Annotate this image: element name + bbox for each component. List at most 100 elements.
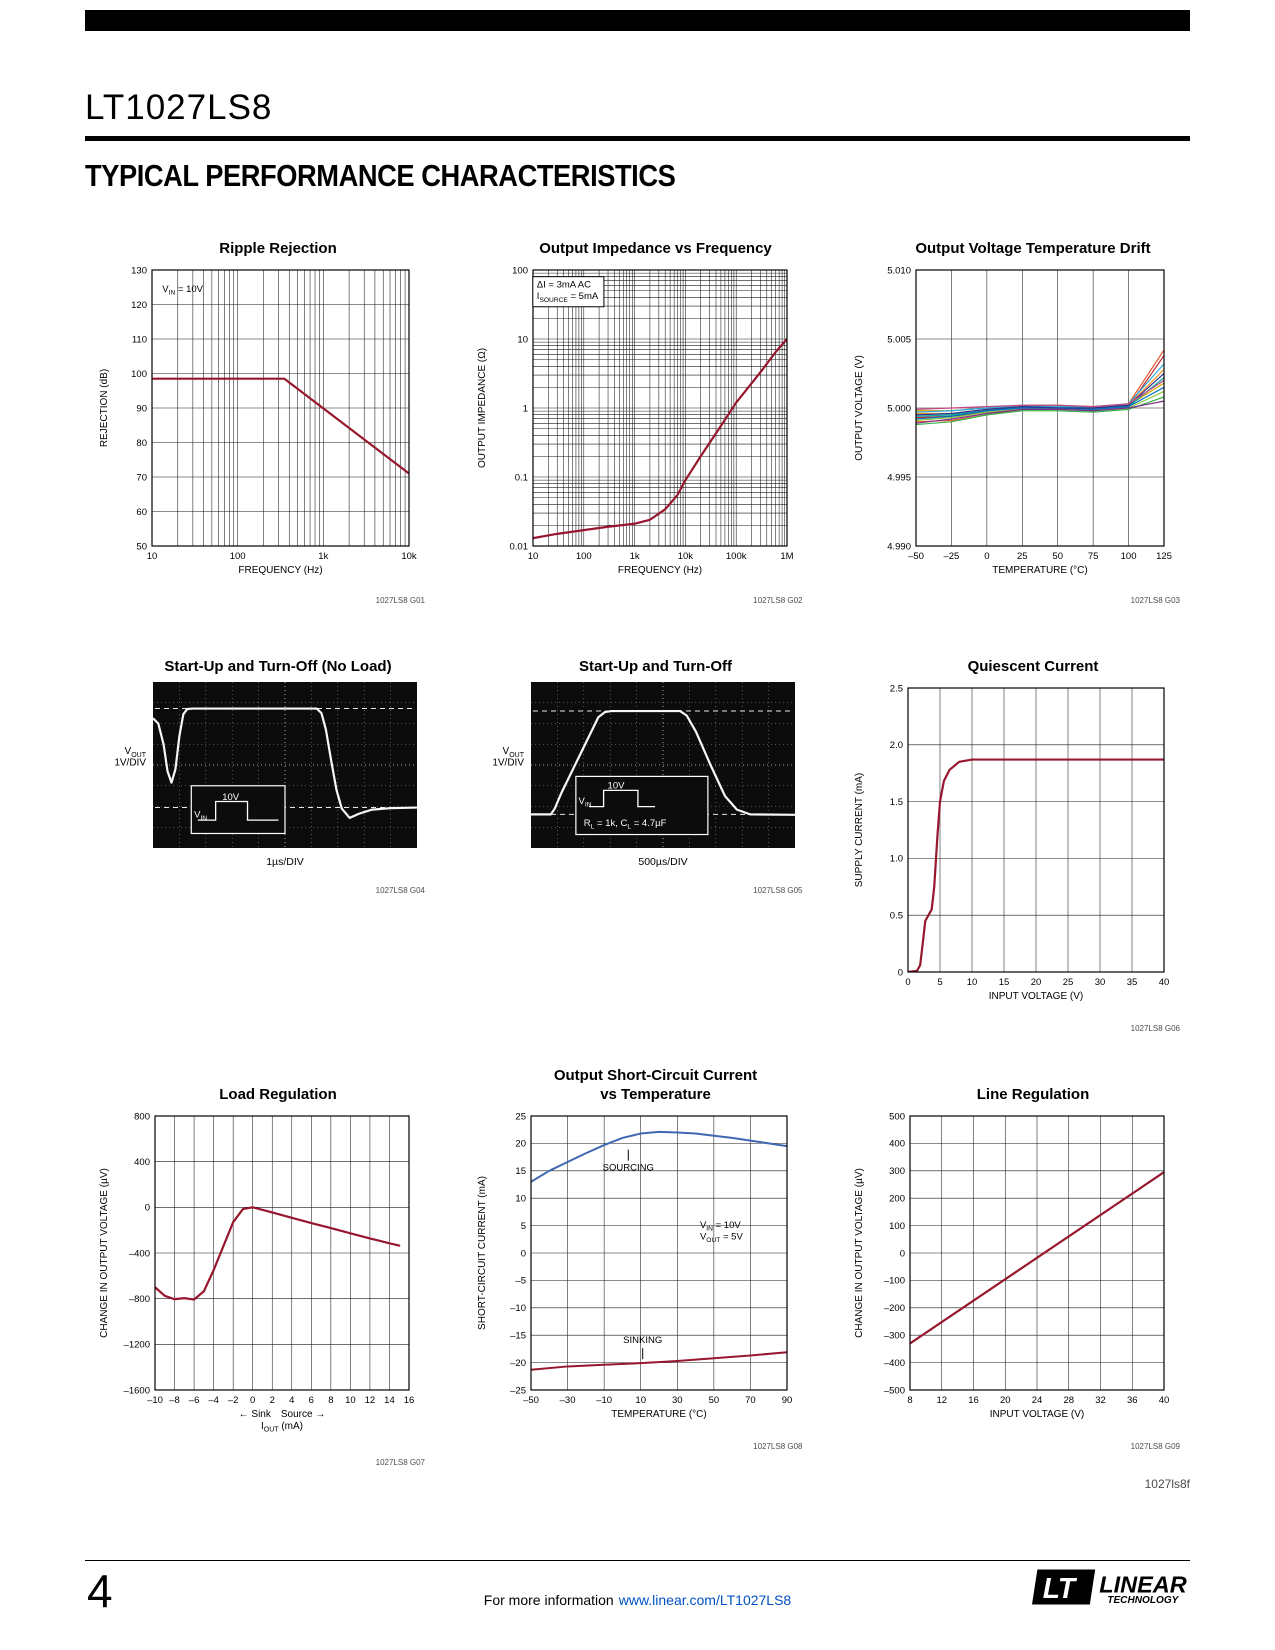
svg-text:5.000: 5.000 [887, 403, 911, 414]
annotation: VIN = 10V [162, 284, 203, 297]
svg-text:VIN = 10V: VIN = 10V [699, 1220, 740, 1233]
svg-text:5.005: 5.005 [887, 334, 911, 345]
scope-inset: 10V VIN [190, 785, 286, 835]
svg-text:1.5: 1.5 [890, 797, 903, 808]
svg-text:10: 10 [147, 551, 158, 562]
svg-text:OUTPUT IMPEDANCE (Ω): OUTPUT IMPEDANCE (Ω) [477, 348, 488, 468]
chart-ripple-rejection: Ripple Rejection 10 100 1k 10k 50 60 70 80 90 100… [85, 218, 435, 606]
tick-labels: 8 12 16 20 24 28 32 36 40 –500 –400 –300 –200 –100 0 10… [884, 1111, 1169, 1406]
header-bar [85, 10, 1190, 31]
chart-quiescent-current: Quiescent Current 0 5 10 15 20 25 30 35 40 0 0.5 1.… [840, 636, 1190, 1034]
series-line [530, 1351, 787, 1371]
grid [155, 1116, 409, 1390]
svg-text:–4: –4 [208, 1395, 219, 1406]
series [910, 1171, 1164, 1345]
svg-text:32: 32 [1095, 1395, 1106, 1406]
svg-text:SUPPLY CURRENT (mA): SUPPLY CURRENT (mA) [854, 773, 865, 887]
chart-id: 1027LS8 G05 [753, 886, 803, 895]
logo-mark: LT [1043, 1572, 1078, 1604]
svg-text:10: 10 [517, 334, 528, 345]
svg-text:–50: –50 [523, 1395, 539, 1406]
svg-text:–25: –25 [943, 551, 959, 562]
svg-text:24: 24 [1032, 1395, 1043, 1406]
svg-text:20: 20 [1000, 1395, 1011, 1406]
svg-text:100: 100 [230, 551, 246, 562]
svg-text:1V/DIV: 1V/DIV [492, 758, 524, 769]
grid [530, 1116, 787, 1390]
quiescent-current-plot: 0 5 10 15 20 25 30 35 40 0 0.5 1.0 1.5 2.0 2.5 INPUT VO… [854, 683, 1170, 1002]
ripple-rejection-plot: 10 100 1k 10k 50 60 70 80 90 100 110 120 130 FREQUENC… [99, 265, 417, 576]
svg-text:–400: –400 [129, 1248, 150, 1259]
svg-text:20: 20 [515, 1139, 526, 1150]
svg-text:60: 60 [136, 507, 147, 518]
svg-text:1: 1 [522, 403, 527, 414]
svg-text:50: 50 [1052, 551, 1063, 562]
grid [910, 1116, 1164, 1390]
svg-text:10: 10 [527, 551, 538, 562]
chart-title-line: Start-Up and Turn-Off (No Load) [164, 658, 392, 675]
svg-text:130: 130 [131, 265, 147, 276]
svg-text:IOUT (mA): IOUT (mA) [261, 1421, 303, 1434]
svg-text:80: 80 [136, 438, 147, 449]
svg-text:10V: 10V [222, 792, 240, 803]
series-line [152, 377, 409, 475]
tick-labels: –10 –8 –6 –4 –2 0 2 4 6 8 10 12 14 16 –1600 –1200 –800 –4… [124, 1111, 415, 1406]
svg-text:4.990: 4.990 [887, 541, 911, 552]
svg-text:0.1: 0.1 [514, 472, 527, 483]
svg-text:200: 200 [889, 1194, 905, 1205]
svg-text:VOUT = 5V: VOUT = 5V [699, 1232, 742, 1245]
svg-text:SINKING: SINKING [623, 1335, 662, 1346]
svg-text:5: 5 [520, 1221, 525, 1232]
chart-title-line: Quiescent Current [967, 658, 1099, 675]
svg-text:INPUT VOLTAGE (V): INPUT VOLTAGE (V) [990, 1409, 1084, 1420]
svg-text:800: 800 [134, 1111, 150, 1122]
tick-labels: –50 –25 0 25 50 75 100 125 4.990 4.995 5.000 5.005 5… [887, 265, 1172, 562]
header-rule [85, 136, 1190, 141]
svg-text:400: 400 [889, 1139, 905, 1150]
svg-text:90: 90 [136, 403, 147, 414]
svg-text:–10: –10 [147, 1395, 163, 1406]
svg-text:50: 50 [136, 541, 147, 552]
svg-text:10k: 10k [401, 551, 417, 562]
svg-text:15: 15 [515, 1166, 526, 1177]
svg-text:VIN: VIN [194, 809, 207, 822]
svg-text:1k: 1k [318, 551, 328, 562]
chart-title: Output Voltage Temperature Drift [840, 218, 1190, 260]
series [532, 337, 787, 540]
section-title: TYPICAL PERFORMANCE CHARACTERISTICS [85, 158, 676, 193]
chart-title: Start-Up and Turn-Off (No Load) [85, 636, 435, 678]
voltage-temp-drift-plot: –50 –25 0 25 50 75 100 125 4.990 4.995 5.000 5.005 5… [854, 265, 1172, 576]
svg-text:500µs/DIV: 500µs/DIV [638, 856, 687, 868]
svg-text:–20: –20 [510, 1358, 526, 1369]
chart-line-regulation: Line Regulation 8 12 16 20 24 28 32 36 40 –500 –40… [840, 1064, 1190, 1468]
svg-text:ISOURCE = 5mA: ISOURCE = 5mA [536, 291, 598, 304]
chart-title-line: Load Regulation [219, 1086, 337, 1103]
footer-info-text: For more information [483, 1592, 614, 1608]
chart-id: 1027LS8 G09 [1130, 1442, 1180, 1451]
svg-text:2.0: 2.0 [890, 740, 903, 751]
svg-text:VIN = 10V: VIN = 10V [162, 284, 203, 297]
svg-text:0: 0 [250, 1395, 255, 1406]
chart-id: 1027LS8 G07 [375, 1458, 425, 1467]
svg-text:1V/DIV: 1V/DIV [114, 758, 146, 769]
svg-text:0: 0 [900, 1248, 905, 1259]
chart-load-regulation: Load Regulation –10 –8 –6 –4 –2 0 2 4 6 8 10 12 14 16… [85, 1064, 435, 1468]
annotation: SINKING [623, 1335, 662, 1360]
svg-text:10: 10 [515, 1194, 526, 1205]
svg-text:500: 500 [889, 1111, 905, 1122]
svg-text:40: 40 [1159, 977, 1170, 988]
footer-link[interactable]: www.linear.com/LT1027LS8 [618, 1592, 792, 1608]
chart-title: Line Regulation [840, 1064, 1190, 1106]
svg-text:10: 10 [345, 1395, 356, 1406]
series-line [916, 396, 1164, 426]
svg-text:25: 25 [515, 1111, 526, 1122]
page-content: LT1027LS8 TYPICAL PERFORMANCE CHARACTERI… [85, 0, 1190, 1650]
series-line [910, 1171, 1164, 1345]
part-number: LT1027LS8 [85, 88, 273, 127]
svg-text:RL = 1k, CL = 4.7µF: RL = 1k, CL = 4.7µF [583, 818, 666, 831]
svg-text:–15: –15 [510, 1331, 526, 1342]
tick-labels: 0 5 10 15 20 25 30 35 40 0 0.5 1.0 1.5 2.0 2.5 [890, 683, 1170, 988]
